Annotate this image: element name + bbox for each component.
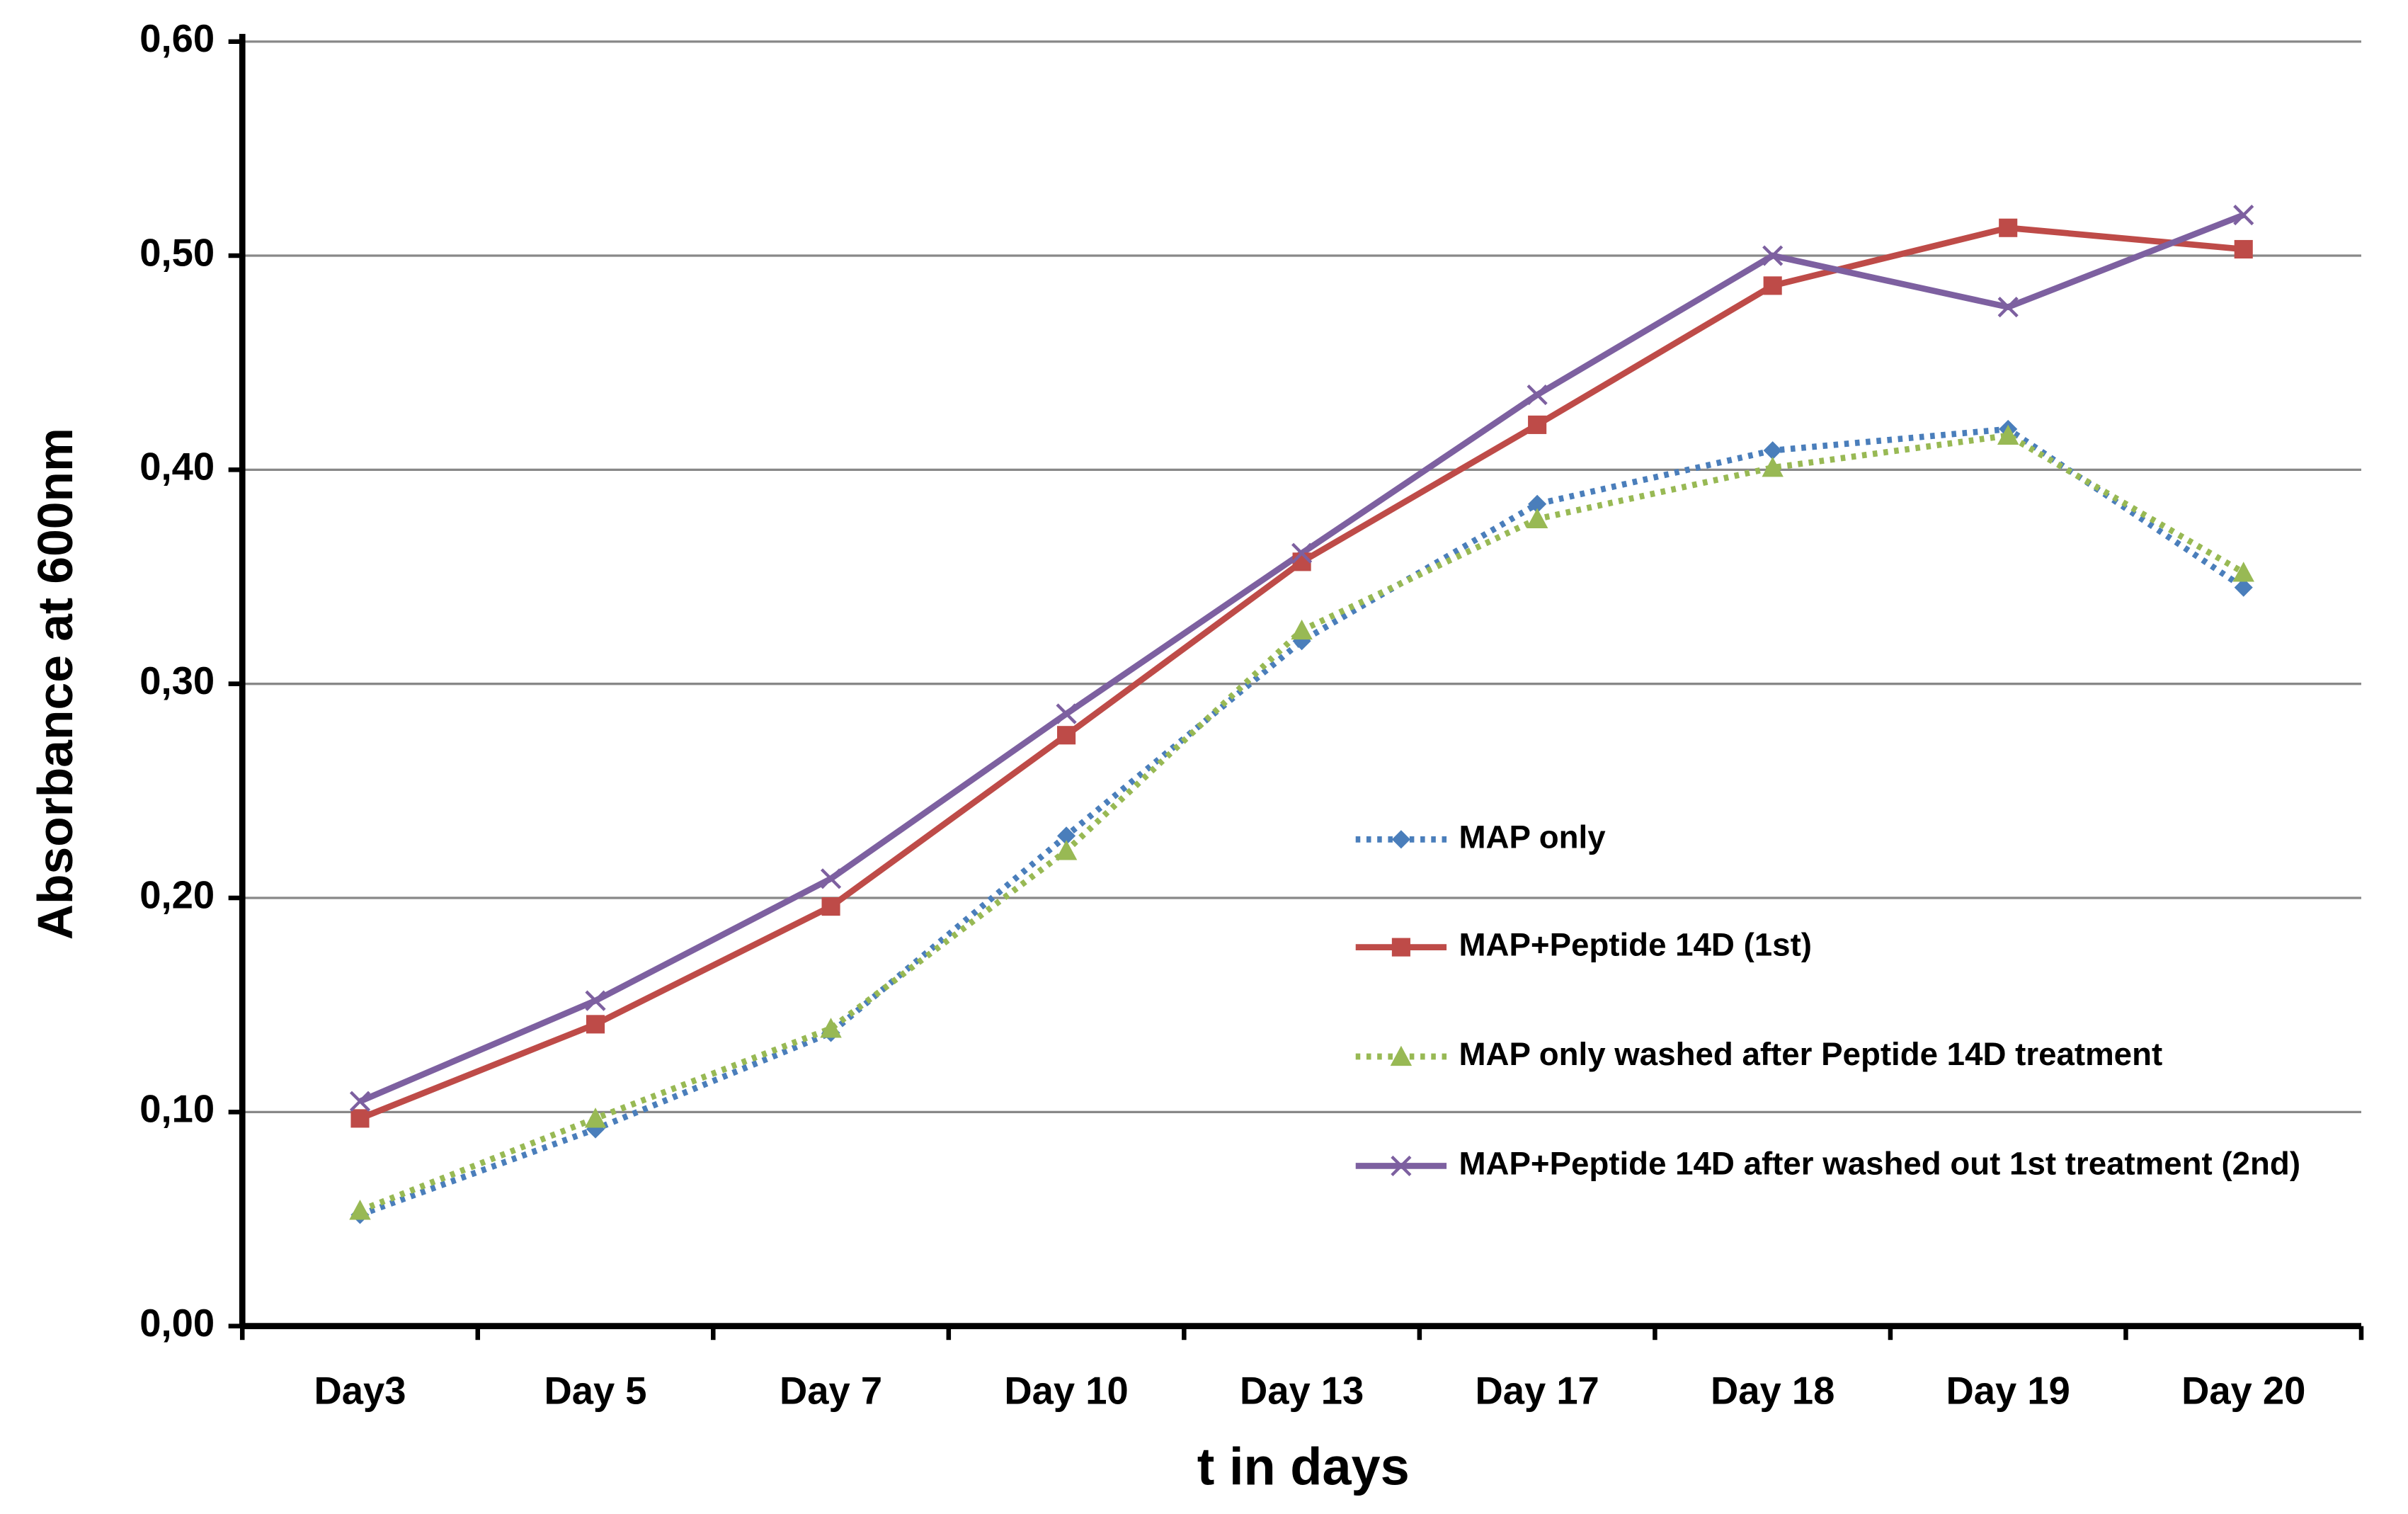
- marker: [586, 1015, 605, 1034]
- marker: [1057, 826, 1076, 846]
- y-axis-title: Absorbance at 600nm: [28, 428, 83, 940]
- x-tick-label: Day 7: [780, 1370, 882, 1413]
- marker: [820, 1018, 842, 1038]
- marker: [821, 897, 840, 916]
- x-tick-label: Day 10: [1004, 1370, 1128, 1413]
- marker: [1528, 494, 1547, 513]
- marker: [2234, 239, 2253, 259]
- series-line: [358, 212, 2245, 1105]
- marker: [1391, 1155, 1412, 1177]
- marker: [349, 1200, 371, 1220]
- x-tick-label: Day 17: [1475, 1370, 1599, 1413]
- marker: [349, 1091, 371, 1112]
- x-tick-label: Day 20: [2181, 1370, 2305, 1413]
- marker: [2233, 205, 2254, 226]
- marker: [1997, 424, 2019, 445]
- marker: [584, 1108, 607, 1128]
- y-tick-label: 0,50: [139, 231, 215, 274]
- marker: [1762, 457, 1784, 477]
- marker: [1291, 619, 1313, 640]
- x-tick-label: Day 19: [1946, 1370, 2070, 1413]
- x-tick-label: Day 5: [544, 1370, 646, 1413]
- marker: [1390, 1045, 1413, 1066]
- legend-label: MAP+Peptide 14D (1st): [1459, 927, 1812, 963]
- x-axis-title: t in days: [1197, 1438, 1410, 1496]
- marker: [1391, 938, 1410, 957]
- y-tick-label: 0,30: [139, 659, 215, 702]
- marker: [2234, 578, 2253, 597]
- x-tick-label: Day 13: [1240, 1370, 1364, 1413]
- legend-item: MAP only washed after Peptide 14D treatm…: [1355, 1036, 2162, 1072]
- y-tick-label: 0,20: [139, 873, 215, 916]
- marker: [2232, 562, 2254, 582]
- legend-label: MAP only washed after Peptide 14D treatm…: [1459, 1036, 2162, 1072]
- marker: [1055, 840, 1078, 860]
- legend-item: MAP+Peptide 14D after washed out 1st tre…: [1355, 1146, 2300, 1182]
- marker: [1056, 703, 1077, 724]
- series-line: [358, 224, 2244, 1122]
- x-tick-label: Day3: [314, 1370, 406, 1413]
- marker: [1291, 542, 1313, 564]
- marker: [1763, 276, 1782, 295]
- series-line: [359, 426, 2246, 1218]
- marker: [1763, 441, 1782, 460]
- y-tick-label: 0,00: [139, 1302, 215, 1345]
- x-tick-label: Day 18: [1711, 1370, 1834, 1413]
- marker: [1526, 508, 1548, 528]
- legend-label: MAP+Peptide 14D after washed out 1st tre…: [1459, 1146, 2300, 1182]
- marker: [350, 1109, 370, 1128]
- marker: [585, 990, 606, 1011]
- legend-label: MAP only: [1459, 819, 1606, 855]
- marker: [820, 868, 842, 889]
- y-tick-label: 0,10: [139, 1088, 215, 1131]
- marker: [1292, 552, 1311, 571]
- marker: [1997, 297, 2019, 318]
- legend-item: MAP+Peptide 14D (1st): [1355, 927, 1812, 963]
- marker: [1999, 218, 2018, 237]
- legend-item: MAP only: [1355, 819, 1606, 855]
- marker: [1057, 726, 1076, 745]
- marker: [1762, 245, 1784, 266]
- marker: [1391, 830, 1410, 849]
- marker: [1528, 415, 1547, 434]
- y-tick-label: 0,40: [139, 445, 215, 489]
- marker: [1527, 384, 1548, 406]
- y-tick-label: 0,60: [139, 17, 215, 60]
